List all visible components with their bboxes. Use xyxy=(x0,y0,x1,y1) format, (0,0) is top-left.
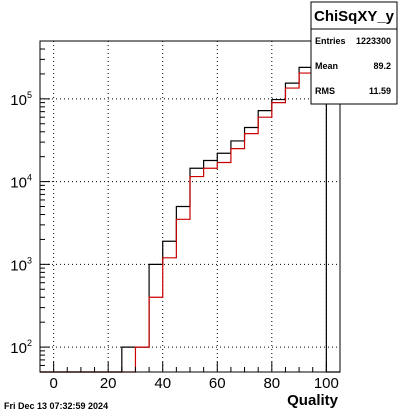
stats-value: 89.2 xyxy=(373,61,391,71)
x-tick-label: 80 xyxy=(263,375,280,392)
y-tick-label: 105 xyxy=(10,90,32,109)
stats-value: 11.59 xyxy=(369,86,391,96)
stats-label: Entries xyxy=(315,36,346,46)
y-tick-label: 103 xyxy=(10,255,32,274)
y-tick-labels: 102 103 104 105 xyxy=(10,90,32,357)
stats-box: ChiSqXY_y Entries 1223300 Mean 89.2 RMS 11.59 xyxy=(310,1,398,105)
x-tick-labels: 0 20 40 60 80 100 xyxy=(49,375,338,392)
stats-box-border xyxy=(310,1,398,105)
x-tick-label: 0 xyxy=(49,375,57,392)
x-tick-label: 60 xyxy=(209,375,226,392)
stats-label: RMS xyxy=(315,86,335,96)
y-tick-label: 102 xyxy=(10,338,32,357)
x-tick-label: 100 xyxy=(314,375,339,392)
x-axis-title: Quality xyxy=(287,392,339,409)
x-tick-label: 40 xyxy=(154,375,171,392)
x-tick-label: 20 xyxy=(100,375,117,392)
y-tick-label: 104 xyxy=(10,173,32,192)
timestamp-footer: Fri Dec 13 07:32:59 2024 xyxy=(4,401,108,411)
stats-label: Mean xyxy=(315,61,338,71)
stats-value: 1223300 xyxy=(356,36,391,46)
axis-ticks xyxy=(40,40,341,373)
stats-rows: Entries 1223300 Mean 89.2 RMS 11.59 xyxy=(315,36,391,96)
stats-title: ChiSqXY_y xyxy=(314,8,395,25)
